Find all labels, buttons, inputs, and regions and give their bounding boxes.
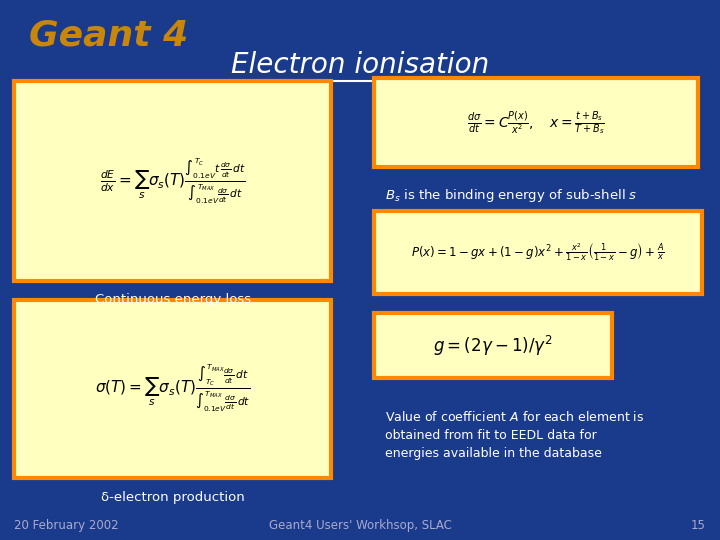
Text: 20 February 2002: 20 February 2002 [14, 519, 119, 532]
Text: Value of coefficient $A$ for each element is
obtained from fit to EEDL data for
: Value of coefficient $A$ for each elemen… [385, 410, 644, 460]
Text: $\frac{d\sigma}{dt} = C\frac{P(x)}{x^2},$$\quad x = \frac{t+B_s}{T+B_s}$: $\frac{d\sigma}{dt} = C\frac{P(x)}{x^2},… [467, 109, 606, 137]
Text: $g = (2\gamma-1)/\gamma^2$: $g = (2\gamma-1)/\gamma^2$ [433, 334, 553, 357]
Text: Continuous energy loss: Continuous energy loss [95, 293, 251, 306]
Text: 15: 15 [690, 519, 706, 532]
FancyBboxPatch shape [374, 78, 698, 167]
Text: Geant4 Users' Workhsop, SLAC: Geant4 Users' Workhsop, SLAC [269, 519, 451, 532]
FancyBboxPatch shape [14, 300, 331, 478]
Text: $B_s$ is the binding energy of sub-shell $s$: $B_s$ is the binding energy of sub-shell… [385, 187, 638, 204]
Text: Geant 4: Geant 4 [29, 19, 188, 53]
Text: $\sigma(T)=\sum_s \sigma_s(T)\frac{\int_{T_C}^{T_{MAX}} \frac{d\sigma}{dt}\,dt}{: $\sigma(T)=\sum_s \sigma_s(T)\frac{\int_… [95, 363, 251, 414]
Text: Electron ionisation: Electron ionisation [231, 51, 489, 79]
Text: $\frac{dE}{dx} = \sum_s \sigma_s(T)\frac{\int_{0.1eV}^{T_C} t\,\frac{d\sigma}{dt: $\frac{dE}{dx} = \sum_s \sigma_s(T)\frac… [100, 156, 246, 206]
FancyBboxPatch shape [374, 211, 702, 294]
FancyBboxPatch shape [14, 81, 331, 281]
FancyBboxPatch shape [374, 313, 612, 378]
Text: $P(x)=1-gx+(1-g)x^2+\frac{x^2}{1-x}\left(\frac{1}{1-x}-g\right)+\frac{A}{x}$: $P(x)=1-gx+(1-g)x^2+\frac{x^2}{1-x}\left… [411, 241, 665, 264]
Text: δ-electron production: δ-electron production [101, 491, 245, 504]
